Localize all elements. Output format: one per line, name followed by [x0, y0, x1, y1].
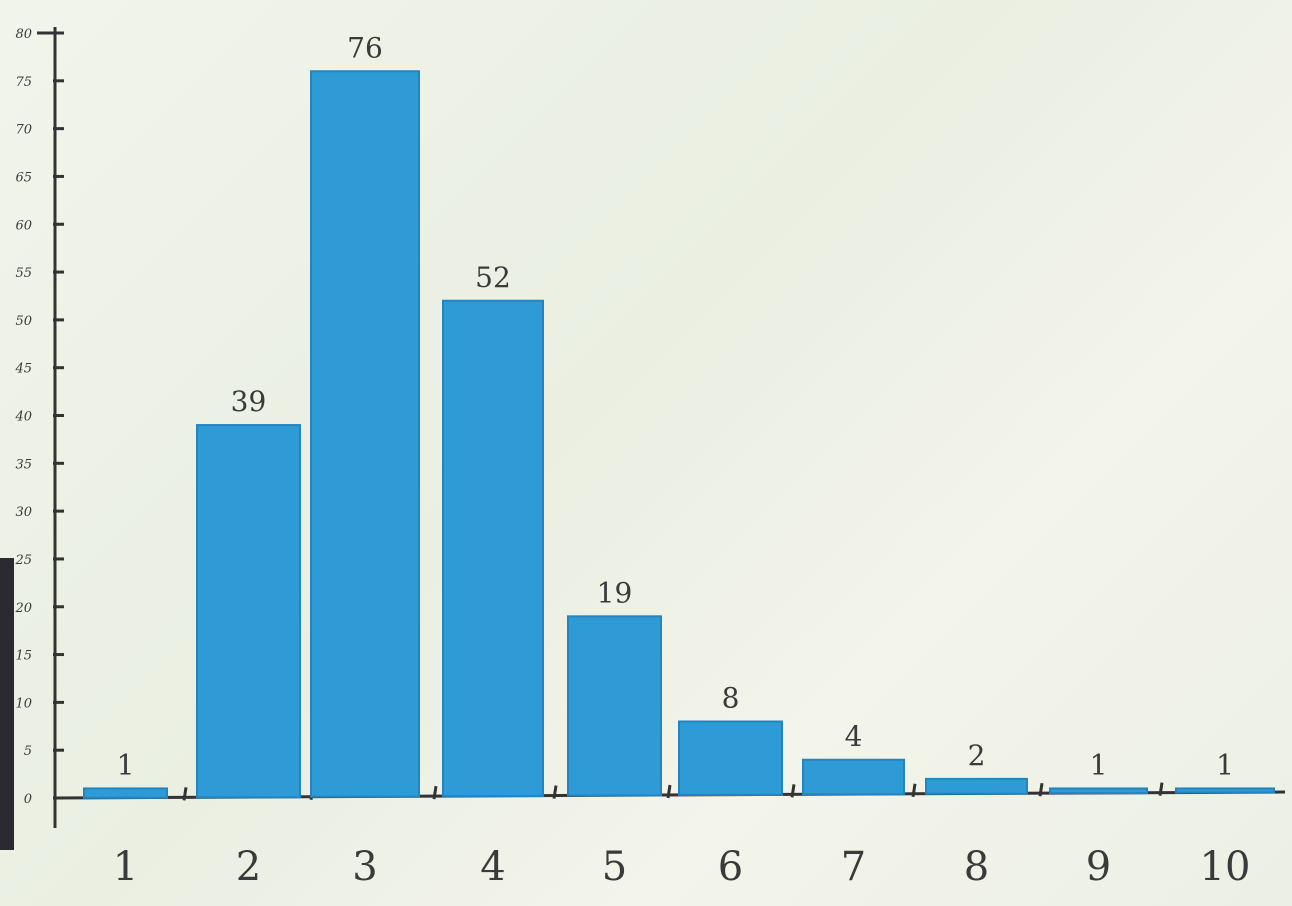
data-label-1: 1 — [117, 748, 135, 781]
bar-9 — [1049, 787, 1148, 795]
data-label-3: 76 — [347, 31, 383, 64]
x-tick-label-5: 5 — [602, 844, 627, 890]
x-tick-label-10: 10 — [1200, 844, 1251, 890]
data-label-6: 8 — [722, 682, 740, 715]
y-tick-label: 10 — [15, 696, 32, 711]
y-tick-label: 80 — [15, 27, 32, 42]
x-tick-mark — [666, 784, 672, 799]
y-tick-label: 25 — [14, 553, 32, 568]
bar-10 — [1175, 787, 1275, 794]
y-tick-label: 0 — [24, 792, 32, 807]
y-tick-label: 40 — [14, 410, 32, 425]
y-tick-label: 30 — [15, 505, 32, 520]
x-tick-mark — [1158, 782, 1164, 796]
data-label-10: 1 — [1216, 748, 1234, 781]
y-tick-label: 35 — [15, 457, 32, 472]
x-tick-label-4: 4 — [480, 844, 505, 890]
y-tick-label: 70 — [15, 123, 32, 138]
x-tick-mark — [182, 787, 188, 801]
background-object — [0, 558, 14, 850]
x-tick-label-8: 8 — [964, 844, 989, 890]
y-tick-label: 20 — [14, 601, 32, 616]
x-tick-label-3: 3 — [352, 844, 377, 890]
data-label-2: 39 — [231, 385, 267, 418]
x-tick-label-9: 9 — [1086, 844, 1111, 890]
y-tick-label: 5 — [24, 744, 32, 759]
x-tick-label-7: 7 — [841, 844, 866, 890]
bar-2 — [196, 424, 301, 799]
x-tick-mark — [1038, 782, 1044, 797]
x-tick-mark — [790, 784, 796, 798]
y-tick-label: 65 — [15, 170, 32, 185]
x-tick-label-2: 2 — [236, 844, 261, 890]
y-tick-label: 45 — [14, 362, 32, 377]
x-tick-mark — [432, 785, 438, 800]
bar-7 — [802, 758, 905, 796]
x-tick-mark — [911, 783, 917, 798]
y-tick-label: 75 — [15, 75, 32, 90]
data-label-8: 2 — [968, 739, 986, 772]
bar-1 — [83, 787, 168, 799]
y-tick-label: 15 — [15, 649, 32, 664]
data-label-9: 1 — [1090, 748, 1108, 781]
bar-6 — [678, 720, 783, 796]
bar-8 — [925, 777, 1028, 795]
x-tick-label-1: 1 — [113, 844, 138, 890]
bar-5 — [567, 615, 662, 797]
y-tick-label: 55 — [15, 266, 32, 281]
data-label-4: 52 — [475, 261, 511, 294]
bars — [83, 70, 1275, 799]
data-label-7: 4 — [845, 720, 863, 753]
y-tick-label: 60 — [15, 218, 32, 233]
y-tick-label: 50 — [15, 314, 32, 329]
x-tick-label-6: 6 — [718, 844, 743, 890]
x-tick-mark — [552, 785, 558, 799]
bar-4 — [442, 299, 544, 798]
data-label-5: 19 — [597, 576, 633, 609]
bar-3 — [310, 70, 420, 798]
labels: 0510152025303540455055606570758011392763… — [14, 27, 1250, 890]
